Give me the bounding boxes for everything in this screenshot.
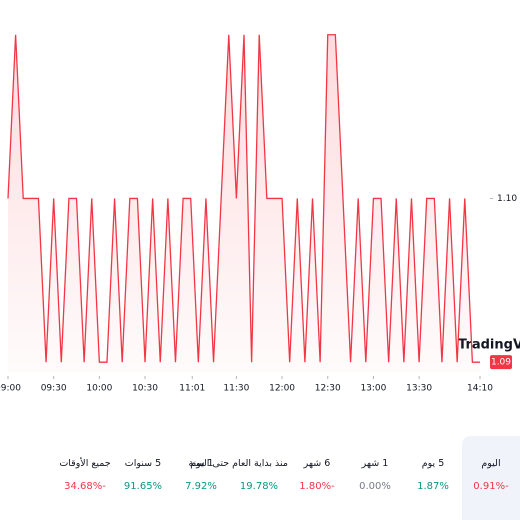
period-tab[interactable]: اليوم -0.91% (462, 436, 520, 520)
x-tick-label: 09:30 (41, 384, 67, 394)
x-tick-label: 14:10 (467, 384, 493, 394)
period-name: 6 شهر (303, 458, 331, 469)
period-tab[interactable]: جميع الأوقات -34.68% (56, 436, 114, 520)
x-tick-label: 10:30 (132, 384, 158, 394)
x-tick-label: 09:00 (0, 384, 21, 394)
chart: TradingView 09:00 09:30 10:00 10:30 11:01 11:… (0, 34, 520, 394)
period-name: 5 يوم (421, 458, 445, 469)
period-name: 1 سنة (188, 458, 214, 469)
period-change: 91.65% (123, 481, 163, 492)
y-tick-label: 1.10 (497, 194, 517, 204)
period-name: اليوم (481, 458, 501, 469)
period-change: 7.92% (185, 481, 217, 492)
x-tick-label: 12:00 (269, 384, 295, 394)
last-price-box (490, 355, 512, 370)
area (8, 34, 480, 372)
price-line (7, 34, 480, 363)
period-name: منذ بداية العام حتى اليوم (190, 458, 288, 469)
period-tabs: اليوم -0.91% 5 يوم 1.87% 1 شهر 0.00% 6 شهر -1.8… (0, 436, 520, 520)
x-tick-label: 12:30 (315, 384, 341, 394)
x-tick-label: 11:01 (179, 384, 205, 394)
period-tab[interactable]: 5 يوم 1.87% (404, 436, 462, 520)
x-tick-label: 13:00 (360, 384, 386, 394)
period-name: 1 شهر (361, 458, 389, 469)
period-name: جميع الأوقات (59, 458, 111, 469)
last-price-label: 1.09 (491, 358, 511, 368)
period-tab[interactable]: 5 سنوات 91.65% (114, 436, 172, 520)
period-change: 19.78% (239, 481, 279, 492)
period-change: -0.91% (473, 481, 509, 492)
period-change: 0.00% (359, 481, 391, 492)
period-change: -1.80% (299, 481, 335, 492)
x-tick-label: 13:30 (406, 384, 432, 394)
period-change: 1.87% (417, 481, 449, 492)
period-tab[interactable]: 1 سنة 7.92% (172, 436, 230, 520)
period-tab[interactable]: 6 شهر -1.80% (288, 436, 346, 520)
watermark: TradingView (458, 338, 520, 353)
x-tick-label: 11:30 (223, 384, 249, 394)
x-tick-label: 10:00 (86, 384, 112, 394)
period-change: -34.68% (64, 481, 106, 492)
period-tab[interactable]: منذ بداية العام حتى اليوم 19.78% (190, 436, 288, 520)
period-tab[interactable]: 1 شهر 0.00% (346, 436, 404, 520)
period-name: 5 سنوات (124, 458, 162, 469)
